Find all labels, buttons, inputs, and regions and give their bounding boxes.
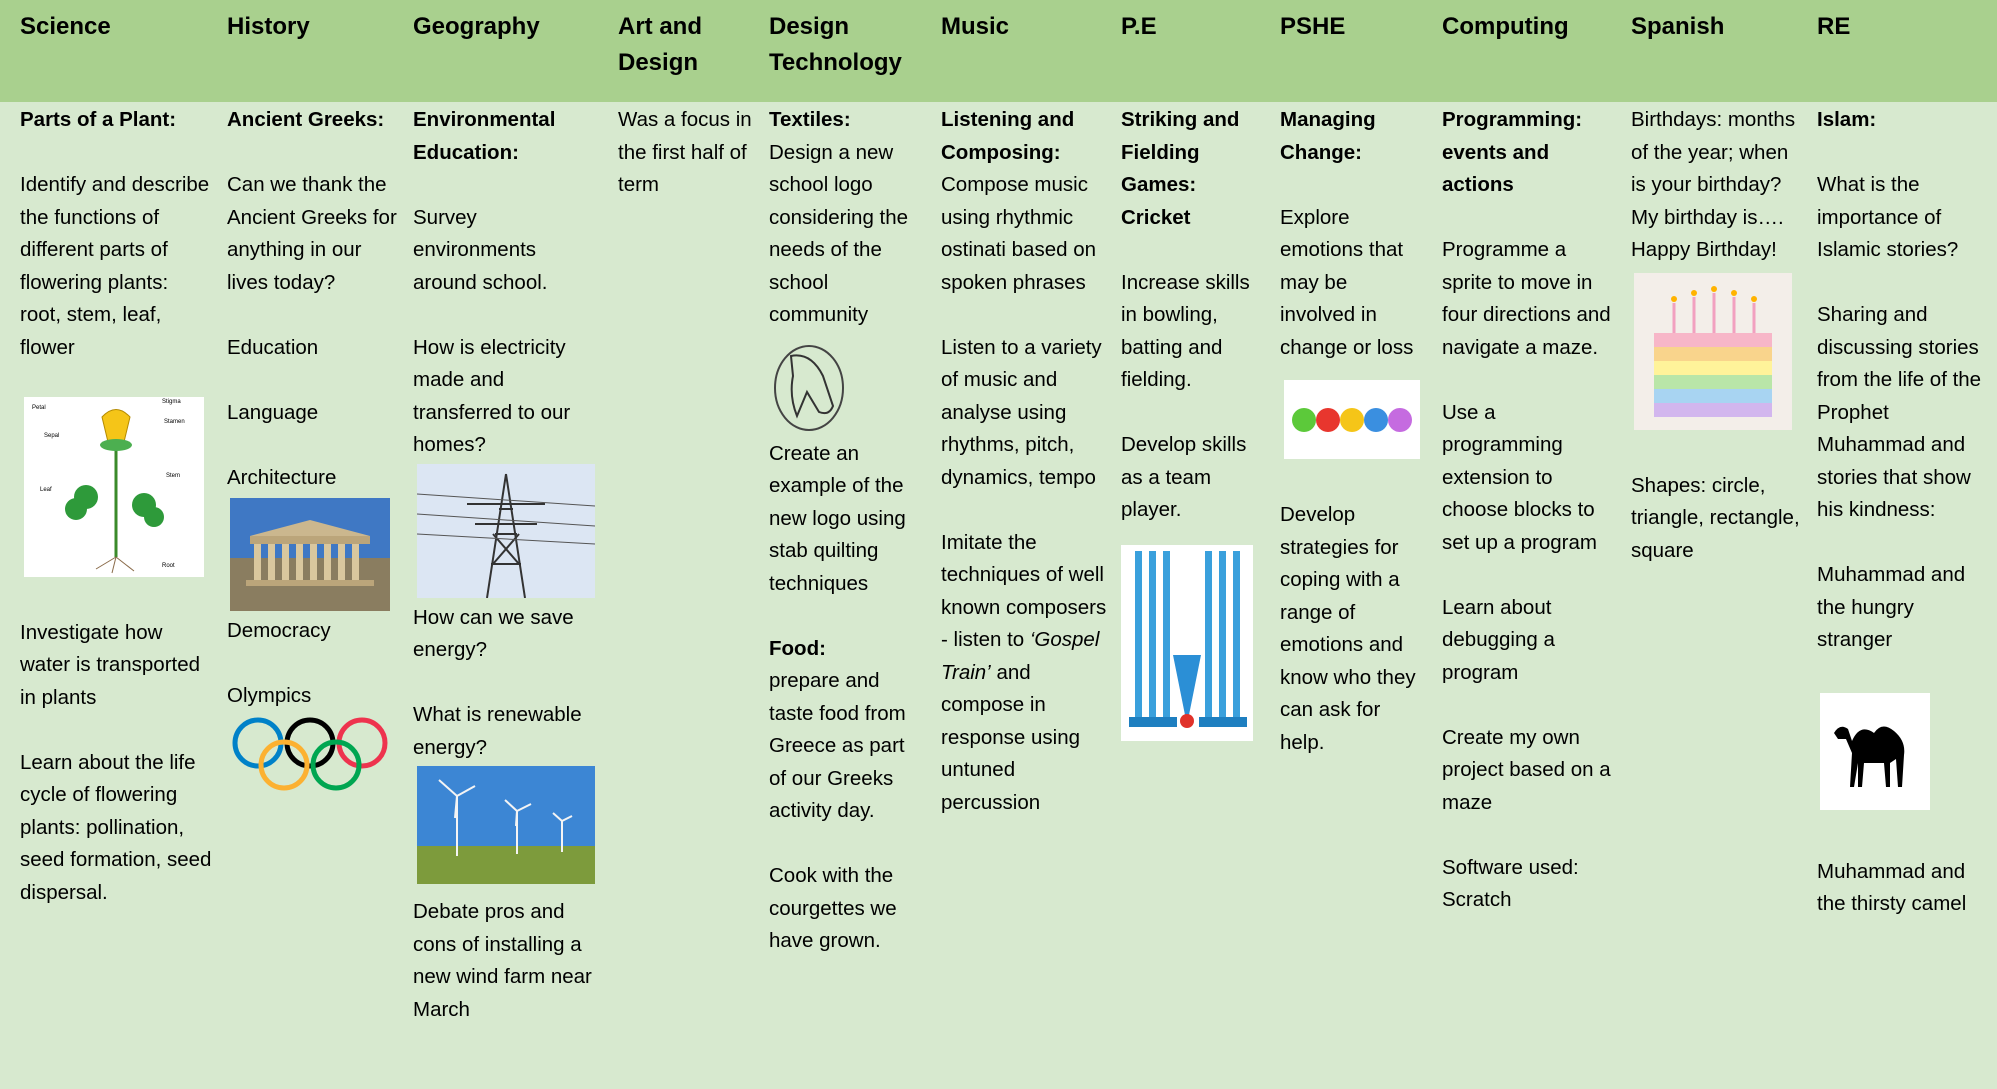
song-title: ‘Gospel Train’ [941, 628, 1100, 684]
paragraph: Develop strategies for coping with a ran… [1280, 503, 1416, 754]
subject: RE [1807, 0, 1997, 102]
subject: Music [931, 0, 1111, 102]
emotion-faces [1284, 380, 1420, 459]
paragraph: Learn about the life cycle of flowering … [20, 750, 212, 904]
paragraph: Muhammad and the thirsty camel [1817, 859, 1967, 916]
paragraph: Create an example of the new logo using … [769, 441, 906, 595]
paragraph: Shapes: circle, triangle, rectangle, squ… [1631, 473, 1800, 562]
subject: Geography [403, 0, 608, 102]
paragraph: Explore emotions that may be involved in… [1280, 205, 1414, 359]
column: Was a focus in the first half of term [608, 102, 759, 1089]
paragraph: prepare and taste food from Greece as pa… [769, 669, 906, 822]
paragraph: Cook with the courgettes we have grown. [769, 864, 897, 952]
pylon-photo [417, 463, 595, 598]
diagram-label: Sepal [44, 433, 59, 439]
diagram-label: Leaf [40, 487, 52, 493]
subject: PSHE [1270, 0, 1432, 102]
paragraph: Survey environments around school. [413, 205, 548, 294]
cricket-set [1121, 544, 1253, 741]
plant-diagram: Petal Stigma Sepal Stamen Leaf Stem Root [24, 396, 204, 577]
heading: Striking and Fielding Games: Cricket [1121, 108, 1240, 229]
paragraph: Listen to a variety of music and analyse… [941, 335, 1102, 489]
heading: Listening and Composing: [941, 108, 1075, 164]
paragraph: Sharing and discussing stories from the … [1817, 303, 1982, 521]
paragraph: Increase skills in bowling, batting and … [1121, 270, 1250, 392]
column: Programming: events and actions Programm… [1432, 102, 1621, 1089]
paragraph: Muhammad and the hungry stranger [1817, 563, 1966, 651]
paragraph: Compose music using rhythmic ostinati ba… [941, 173, 1097, 294]
heading: Food: [769, 636, 826, 660]
text: and compose in response using untuned pe… [941, 660, 1081, 814]
subject: Spanish [1621, 0, 1807, 102]
heading: Programming: events and actions [1442, 108, 1583, 196]
paragraph: Education [227, 335, 319, 359]
subject: History [217, 0, 403, 102]
paragraph: Programme a sprite to move in four direc… [1442, 238, 1611, 359]
column: Striking and Fielding Games: Cricket Inc… [1111, 102, 1270, 1089]
paragraph: Democracy [227, 619, 331, 642]
subject: Computing [1432, 0, 1621, 102]
subject: Design Technology [759, 0, 931, 102]
paragraph: How can we save energy? [413, 605, 574, 662]
horse-logo [774, 344, 844, 431]
column: Textiles: Design a new school logo consid… [759, 102, 931, 1089]
diagram-label: Root [162, 563, 175, 569]
heading: Managing Change: [1280, 108, 1376, 164]
paragraph: Debate pros and cons of installing a new… [413, 900, 592, 1021]
column: Birthdays: months of the year; when is y… [1621, 102, 1807, 1089]
column: Managing Change: Explore emotions that m… [1270, 102, 1432, 1089]
paragraph: Learn about debugging a program [1442, 595, 1555, 684]
paragraph: Happy Birthday! [1631, 238, 1777, 261]
diagram-label: Stigma [162, 399, 181, 405]
paragraph: Language [227, 400, 319, 424]
birthday-cake [1634, 272, 1792, 430]
subject: Science [0, 0, 217, 102]
column: Islam: What is the importance of Islamic… [1807, 102, 1997, 1089]
content-row: Parts of a Plant: Identify and describe … [0, 102, 1997, 1089]
column: Listening and Composing: Compose music us… [931, 102, 1111, 1089]
header-row: Science History Geography Art and Design… [0, 0, 1997, 102]
column: Ancient Greeks: Can we thank the Ancient… [217, 102, 403, 1089]
diagram-label: Stamen [164, 419, 185, 425]
paragraph: What is the importance of Islamic storie… [1817, 173, 1959, 261]
wind-farm-photo [417, 766, 595, 884]
paragraph: Was a focus in the first half of term [618, 108, 752, 196]
text: Imitate the techniques of well known com… [941, 530, 1107, 652]
paragraph: Can we thank the Ancient Greeks for anyt… [227, 173, 397, 294]
paragraph: Investigate how water is transported in … [20, 620, 201, 709]
olympic-rings [232, 717, 388, 790]
parthenon-photo [230, 498, 390, 611]
paragraph: Birthdays: months of the year; when is y… [1631, 108, 1796, 229]
column: Environmental Education: Survey environm… [403, 102, 608, 1089]
paragraph: Design a new school logo considering the… [769, 140, 909, 327]
camel-picture [1820, 692, 1930, 810]
paragraph: Architecture [227, 465, 337, 489]
diagram-label: Stem [166, 473, 180, 479]
paragraph: Olympics [227, 684, 312, 707]
paragraph: Use a programming extension to choose bl… [1442, 400, 1597, 554]
subject: P.E [1111, 0, 1270, 102]
paragraph: Develop skills as a team player. [1121, 433, 1247, 521]
subject: Art and Design [608, 0, 759, 102]
heading: Textiles: [769, 108, 851, 131]
heading: Islam: [1817, 108, 1877, 131]
heading: Environmental Education: [413, 108, 556, 164]
heading: Parts of a Plant: [20, 108, 177, 131]
column: Parts of a Plant: Identify and describe … [0, 102, 217, 1089]
heading: Ancient Greeks: [227, 108, 385, 131]
paragraph: Software used: Scratch [1442, 855, 1579, 912]
paragraph: Imitate the techniques of well known com… [941, 527, 1107, 820]
paragraph: Identify and describe the functions of d… [20, 173, 210, 359]
paragraph: What is renewable energy? [413, 703, 582, 759]
diagram-label: Petal [32, 405, 46, 411]
paragraph: How is electricity made and transferred … [413, 335, 571, 457]
paragraph: Create my own project based on a maze [1442, 725, 1611, 814]
